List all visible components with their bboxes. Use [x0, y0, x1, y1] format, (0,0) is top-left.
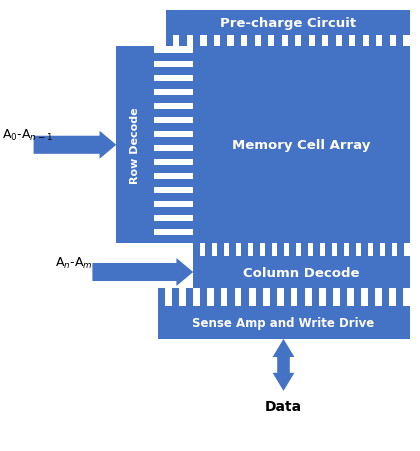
Bar: [354, 289, 361, 307]
Bar: [171, 289, 179, 307]
Bar: [265, 244, 272, 256]
Bar: [234, 36, 241, 47]
Bar: [154, 194, 193, 202]
Text: A$_n$-A$_m$: A$_n$-A$_m$: [55, 255, 92, 270]
Bar: [154, 110, 193, 117]
Text: Column Decode: Column Decode: [243, 266, 360, 279]
Bar: [253, 244, 260, 256]
Bar: [397, 244, 404, 256]
Polygon shape: [34, 132, 116, 159]
Bar: [241, 289, 249, 307]
Bar: [154, 96, 193, 103]
Text: Data: Data: [265, 399, 302, 413]
Bar: [205, 244, 212, 256]
Bar: [288, 36, 295, 47]
Bar: [154, 138, 193, 145]
Text: Row Decode: Row Decode: [130, 107, 140, 184]
Bar: [116, 47, 154, 244]
Bar: [207, 36, 214, 47]
Bar: [274, 36, 282, 47]
Bar: [373, 244, 380, 256]
Bar: [186, 289, 193, 307]
Bar: [289, 244, 296, 256]
Bar: [302, 244, 308, 256]
Bar: [396, 289, 403, 307]
Bar: [154, 222, 193, 230]
Bar: [193, 36, 200, 47]
Bar: [315, 36, 322, 47]
Bar: [337, 244, 344, 256]
Bar: [179, 36, 187, 47]
Bar: [326, 244, 332, 256]
Bar: [154, 68, 193, 75]
Bar: [369, 36, 376, 47]
Bar: [396, 36, 404, 47]
Bar: [154, 208, 193, 216]
Bar: [193, 47, 410, 244]
Bar: [386, 244, 392, 256]
Bar: [193, 244, 410, 256]
Bar: [255, 289, 263, 307]
Bar: [277, 244, 284, 256]
Text: A$_0$-A$_{n-1}$: A$_0$-A$_{n-1}$: [2, 128, 53, 143]
Bar: [193, 256, 410, 289]
Polygon shape: [273, 339, 294, 391]
Bar: [200, 289, 207, 307]
Bar: [154, 152, 193, 160]
Text: Pre-charge Circuit: Pre-charge Circuit: [220, 17, 356, 30]
Bar: [355, 36, 363, 47]
Bar: [301, 36, 309, 47]
Bar: [158, 307, 410, 339]
Bar: [247, 36, 255, 47]
Bar: [217, 244, 224, 256]
Bar: [228, 289, 235, 307]
Bar: [154, 47, 193, 244]
Bar: [154, 180, 193, 188]
Bar: [166, 36, 173, 47]
Bar: [349, 244, 356, 256]
Bar: [383, 36, 390, 47]
Bar: [284, 289, 291, 307]
Polygon shape: [92, 258, 193, 286]
Bar: [193, 244, 200, 256]
Bar: [328, 36, 336, 47]
Bar: [313, 244, 320, 256]
Bar: [166, 11, 410, 36]
Bar: [154, 236, 193, 244]
Bar: [342, 36, 349, 47]
Bar: [154, 54, 193, 61]
Bar: [326, 289, 333, 307]
Bar: [154, 166, 193, 174]
Bar: [213, 289, 221, 307]
Bar: [270, 289, 277, 307]
Bar: [220, 36, 228, 47]
Text: Memory Cell Array: Memory Cell Array: [232, 139, 370, 152]
Bar: [154, 124, 193, 131]
Bar: [362, 244, 368, 256]
Bar: [241, 244, 248, 256]
Bar: [154, 82, 193, 89]
Bar: [312, 289, 319, 307]
Bar: [368, 289, 375, 307]
Bar: [158, 289, 165, 307]
Bar: [166, 36, 410, 47]
Text: Sense Amp and Write Drive: Sense Amp and Write Drive: [192, 317, 375, 329]
Bar: [158, 289, 410, 307]
Bar: [297, 289, 305, 307]
Bar: [339, 289, 347, 307]
Bar: [381, 289, 389, 307]
Bar: [261, 36, 268, 47]
Bar: [229, 244, 236, 256]
